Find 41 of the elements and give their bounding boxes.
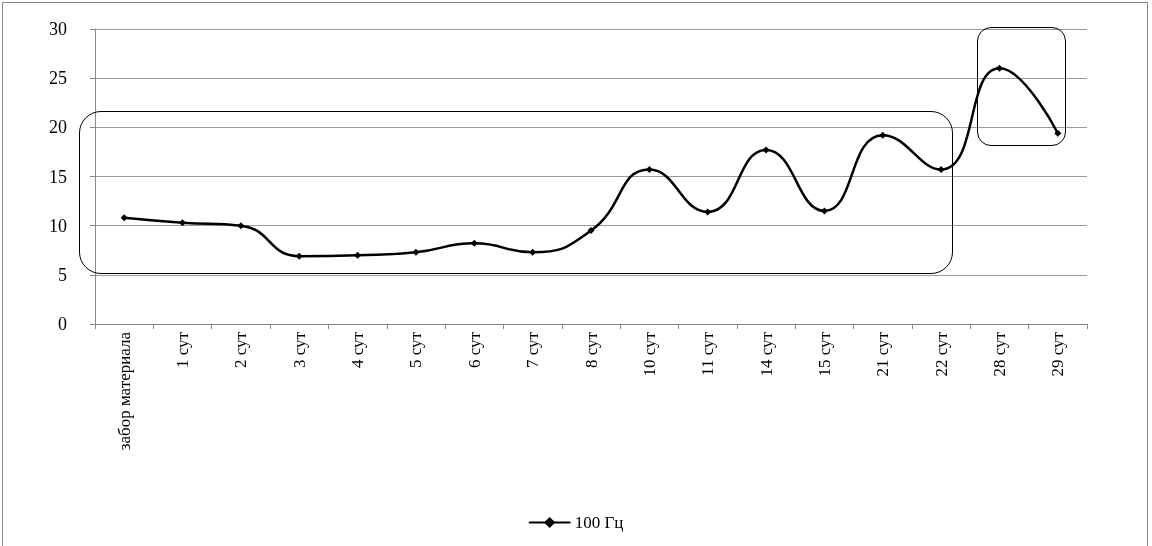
y-tick-label: 25 [49, 68, 67, 89]
point [295, 252, 303, 260]
point [995, 64, 1003, 72]
point [412, 248, 420, 256]
point [937, 166, 945, 174]
x-tick-label: 6 сут [464, 331, 484, 369]
point [120, 214, 128, 222]
x-tick-label: 7 сут [523, 331, 543, 369]
point [354, 251, 362, 259]
x-tick-label: 3 сут [289, 331, 309, 369]
point [529, 248, 537, 256]
x-tick-label: 22 сут [931, 331, 951, 377]
y-tick-label: 10 [49, 215, 67, 236]
x-tick-label: 11 сут [698, 331, 718, 376]
x-tick-label: 10 сут [639, 331, 659, 377]
point [470, 239, 478, 247]
x-tick-label: 29 сут [1048, 331, 1068, 377]
x-tick-label: 28 сут [989, 331, 1009, 377]
x-tick-label: 5 сут [406, 331, 426, 369]
point [704, 208, 712, 216]
x-tick-label: 8 сут [581, 331, 601, 369]
point [1054, 129, 1062, 137]
y-tick-label: 30 [49, 19, 67, 39]
x-tick-label: 2 сут [231, 331, 251, 369]
x-tick-label: 1 сут [173, 331, 193, 369]
x-tick-label: 14 сут [756, 331, 776, 377]
x-tick-label: 21 сут [873, 331, 893, 377]
x-tick-label: 15 сут [814, 331, 834, 377]
y-tick-label: 20 [49, 117, 67, 138]
y-tick-label: 15 [49, 166, 67, 187]
point [237, 222, 245, 230]
point [820, 207, 828, 215]
point [879, 131, 887, 139]
x-tick-label: забор материала [114, 331, 134, 451]
point [762, 146, 770, 154]
legend-label: 100 Гц [574, 513, 624, 532]
y-tick-label: 5 [58, 264, 67, 285]
y-tick-label: 0 [58, 314, 67, 334]
x-tick-label: 4 сут [348, 331, 368, 369]
point [645, 166, 653, 174]
point [587, 227, 595, 235]
